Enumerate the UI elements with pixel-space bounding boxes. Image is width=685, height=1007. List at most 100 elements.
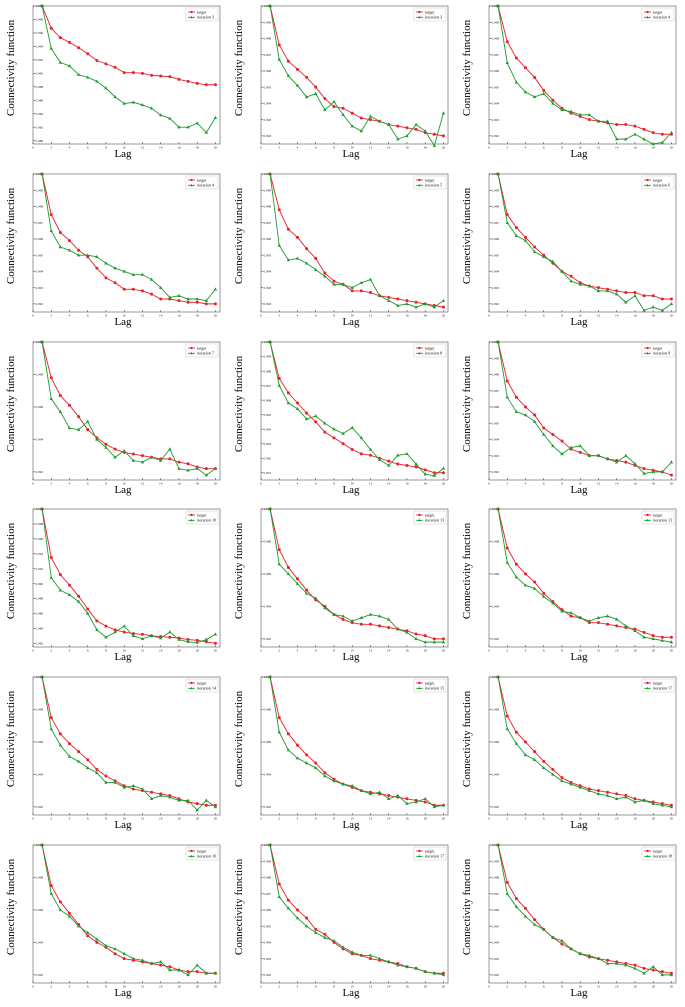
x-tick-label: 10 — [579, 649, 583, 653]
iteration-point — [149, 455, 154, 459]
chart-svg: 1.000 0.998 0.996 0.994 0.992 0 2 4 6 8 10 12 14 16 18… — [260, 507, 449, 653]
plot-frame — [32, 341, 221, 481]
x-tick-label: 6 — [315, 817, 317, 821]
iteration-point — [286, 906, 291, 910]
y-tick-label: 0.996 — [36, 31, 44, 35]
target-point — [122, 71, 126, 75]
iteration-point — [159, 113, 163, 117]
y-tick-label: 0.998 — [264, 876, 272, 880]
iteration-point — [605, 614, 610, 618]
x-tick-label: 20 — [670, 817, 674, 821]
target-point — [295, 401, 299, 405]
target-series-line — [41, 676, 216, 806]
iteration-point — [149, 106, 154, 110]
iteration-point — [122, 785, 126, 789]
legend-label: target — [653, 9, 663, 14]
iteration-point — [387, 796, 391, 800]
legend-iteration-marker — [646, 686, 649, 690]
target-series-line — [497, 508, 672, 638]
target-point — [113, 628, 117, 632]
y-tick-label: 1.000 — [492, 4, 500, 8]
y-tick-label: 0.992 — [492, 637, 500, 641]
x-tick-label: 14 — [387, 146, 391, 150]
target-series-line — [41, 341, 216, 470]
y-tick-label: 0.993 — [36, 286, 44, 290]
target-point — [113, 281, 117, 285]
x-axis-title: Lag — [342, 987, 360, 999]
x-tick-label: 8 — [333, 817, 335, 821]
x-tick-label: 0 — [32, 649, 34, 653]
y-tick-label: 1.000 — [264, 4, 272, 8]
chart-panel: Connectivity function Lag 1.000 0.999 0.998 0… — [456, 839, 684, 1007]
y-tick-label: 0.996 — [492, 740, 500, 744]
iteration-point — [560, 108, 564, 112]
target-point — [58, 900, 62, 904]
iteration-point — [277, 562, 281, 566]
x-tick-label: 0 — [488, 482, 490, 486]
iteration-point — [441, 466, 446, 470]
iteration-point — [195, 297, 199, 301]
target-series-line — [269, 676, 444, 806]
target-point — [423, 634, 427, 638]
iteration-point — [49, 575, 53, 579]
y-tick-label: 1.000 — [492, 340, 500, 344]
y-tick-label: 0.994 — [492, 102, 500, 106]
y-tick-label: 0.993 — [492, 454, 500, 458]
iteration-point — [596, 791, 601, 796]
target-point — [186, 638, 190, 642]
x-tick-label: 18 — [651, 146, 655, 150]
target-point — [505, 880, 509, 884]
target-series-line — [497, 5, 672, 135]
iteration-point — [669, 301, 674, 306]
iteration-point — [377, 956, 382, 960]
plot-frame — [32, 173, 221, 313]
target-point — [669, 473, 673, 477]
target-point — [95, 940, 99, 944]
chart-svg: 1.000 0.999 0.998 0.997 0.996 0.995 0.994 0.993… — [488, 340, 677, 486]
iteration-series-line — [269, 341, 444, 477]
iteration-point — [505, 727, 509, 731]
x-tick-label: 18 — [423, 817, 427, 821]
iteration-point — [651, 964, 655, 968]
target-point — [505, 546, 509, 550]
plot-frame — [488, 5, 677, 145]
chart-svg: 1.000 0.998 0.996 0.994 0.992 0 2 4 6 8 10 12 14 16 18… — [32, 675, 221, 821]
iteration-point — [213, 287, 218, 291]
x-tick-label: 8 — [561, 146, 563, 150]
iteration-point — [377, 790, 382, 794]
iteration-point — [186, 972, 190, 977]
iteration-point — [514, 575, 519, 579]
legend-box — [185, 175, 219, 190]
iteration-point — [177, 798, 181, 802]
x-tick-label: 18 — [195, 146, 199, 150]
x-tick-label: 6 — [87, 482, 89, 486]
iteration-point — [350, 124, 354, 128]
chart-panel: Connectivity function Lag 1.000 0.998 0.996 0… — [228, 503, 456, 671]
plot-frame — [32, 844, 221, 984]
legend-box — [641, 343, 675, 358]
target-point — [49, 555, 53, 559]
plot-frame — [260, 844, 449, 984]
x-tick-label: 12 — [597, 146, 601, 150]
target-point — [624, 460, 628, 464]
target-point — [378, 624, 382, 628]
x-tick-label: 0 — [32, 482, 34, 486]
iteration-point — [40, 172, 44, 176]
iteration-point — [113, 94, 117, 99]
y-tick-label: 0.992 — [492, 470, 500, 474]
iteration-point — [95, 254, 99, 258]
iteration-point — [67, 754, 72, 758]
iteration-point — [542, 766, 546, 770]
target-point — [67, 583, 71, 587]
iteration-point — [204, 130, 209, 134]
iteration-point — [387, 959, 391, 964]
target-point — [286, 59, 290, 63]
x-tick-label: 4 — [525, 985, 527, 989]
iteration-point — [177, 125, 181, 129]
target-series-line — [269, 173, 444, 308]
target-point — [615, 123, 619, 127]
target-point — [350, 289, 354, 293]
iteration-point — [578, 112, 582, 116]
target-point — [396, 124, 400, 128]
legend-label: target — [197, 848, 207, 853]
